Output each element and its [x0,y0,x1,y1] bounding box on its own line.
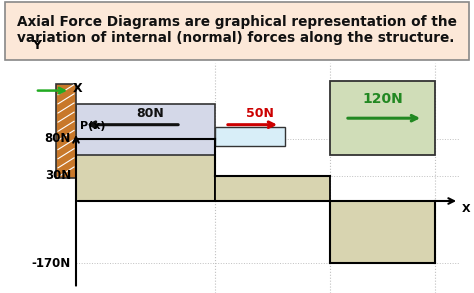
Text: 80N: 80N [137,107,164,120]
Text: P(x): P(x) [80,121,106,131]
Text: 120N: 120N [362,92,403,106]
Text: Axial Force Diagrams are graphical representation of the
variation of internal (: Axial Force Diagrams are graphical repre… [17,15,457,45]
Text: X: X [462,204,471,214]
Text: Y: Y [32,39,41,52]
Bar [215,127,285,146]
Bar [56,84,76,178]
Text: 30N: 30N [45,169,71,182]
Bar [215,176,330,201]
Bar [76,139,215,201]
Text: 50N: 50N [246,107,274,120]
Bar [330,81,435,155]
Bar [76,104,215,155]
Bar [330,201,435,263]
Text: 80N: 80N [45,132,71,145]
Text: X: X [73,82,82,95]
Text: -170N: -170N [32,257,71,270]
